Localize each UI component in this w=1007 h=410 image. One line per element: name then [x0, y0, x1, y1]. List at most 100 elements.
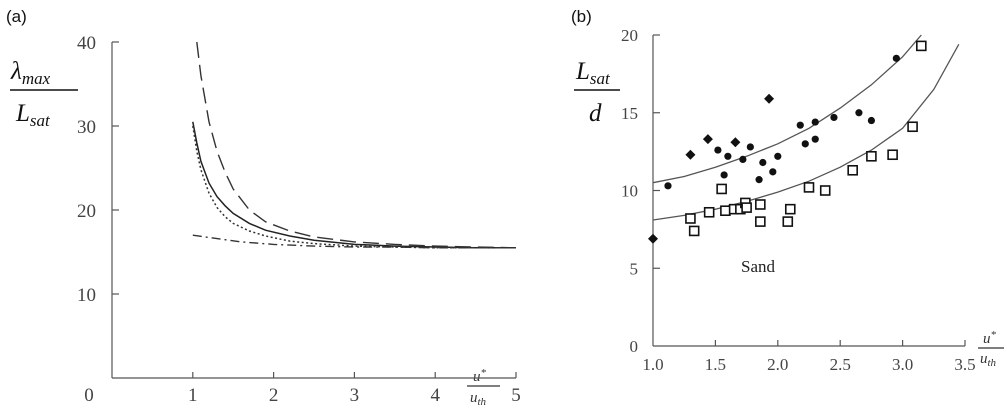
panel-b-ylabel-num-base: L — [575, 58, 590, 85]
panel-a-xlabel: u* uth — [467, 367, 500, 408]
panel-b-xtick-label: 1.5 — [705, 355, 726, 374]
panel-b-point-circle — [714, 146, 722, 154]
panel-b-point-square — [847, 164, 858, 176]
panel-a-ylabel-den-sub: sat — [30, 111, 51, 130]
panel-b-point-circle — [774, 152, 782, 160]
panel-b-point-circle — [811, 135, 819, 143]
panel-b-point-diamond — [648, 233, 658, 244]
panel-b-xlabel-den-sub: th — [988, 357, 997, 369]
panel-b-point-square — [866, 150, 877, 162]
panel-b-ytick-label: 15 — [621, 104, 638, 123]
panel-b-point-square — [907, 121, 918, 133]
panel-b-point-circle — [724, 152, 732, 160]
svg-text:Lsat: Lsat — [575, 58, 611, 88]
svg-text:Lsat: Lsat — [15, 100, 51, 130]
svg-text:uth: uth — [980, 351, 997, 369]
panel-b-point-circle — [739, 155, 747, 163]
panel-a-xtick-label: 3 — [350, 385, 360, 406]
panel-a-series-dashdot-line — [192, 234, 516, 249]
panel-b-point-circle — [796, 121, 804, 129]
panel-b-point-square — [755, 199, 766, 210]
panel-a-xlabel-den-base: u — [470, 390, 478, 406]
panel-a-xtick-label: 5 — [511, 385, 521, 406]
panel-a-series-solid-line — [192, 121, 516, 249]
panel-b-xlabel: u* uth — [978, 329, 1004, 369]
panel-b-point-square — [803, 182, 815, 193]
panel-b-ytick-label: 20 — [621, 26, 638, 45]
panel-b-point-square — [887, 149, 898, 161]
panel-a-ytick-label: 40 — [77, 33, 96, 54]
panel-a-ylabel: λmax Lsat — [10, 58, 78, 130]
panel-b-point-circle — [855, 109, 863, 117]
panel-a-xtick-label: 2 — [269, 385, 279, 406]
svg-text:λmax: λmax — [10, 58, 51, 88]
panel-b-points — [648, 40, 927, 244]
panel-b-ylabel-den-base: d — [589, 100, 602, 127]
panel-b-xlabel-num-base: u — [983, 331, 991, 347]
panel-b-xtick-label: 2.0 — [767, 355, 788, 374]
panel-a-label: (a) — [6, 7, 27, 26]
panel-a-xtick-label: 1 — [188, 385, 198, 406]
panel-b-point-circle — [755, 176, 763, 184]
panel-b-point-diamond — [702, 134, 713, 145]
panel-b-xtick-label: 1.0 — [642, 355, 663, 374]
panel-b-point-circle — [811, 118, 819, 126]
panel-b-ytick-label: 0 — [630, 337, 639, 356]
panel-a-ylabel-num-sub: max — [22, 69, 51, 88]
panel-a-ytick-label: 20 — [77, 201, 96, 222]
panel-b-point-square — [755, 216, 766, 227]
panel-b-point-square — [741, 202, 752, 213]
panel-a-xlabel-num-base: u — [473, 369, 481, 385]
panel-b-point-circle — [867, 116, 876, 125]
panel-b-xlabel-num-sup: * — [991, 329, 997, 341]
panel-b-xlabel-den-base: u — [980, 351, 988, 367]
panel-b-point-square — [916, 40, 927, 52]
panel-b-xtick-label: 3.0 — [892, 355, 913, 374]
panel-a-axes — [111, 42, 516, 379]
panel-b-point-square — [716, 183, 727, 195]
panel-b-label: (b) — [571, 7, 592, 26]
panel-b-point-square — [685, 213, 696, 224]
panel-a-series-dashed-line — [196, 41, 517, 249]
svg-text:u*: u* — [983, 329, 997, 347]
panel-a-ytick-label: 30 — [77, 117, 96, 138]
panel-b-point-circle — [664, 182, 672, 190]
panel-b-point-circle — [892, 54, 900, 62]
panel-b-point-circle — [759, 158, 767, 167]
panel-b-point-square — [703, 206, 715, 218]
panel-b-point-circle — [801, 140, 809, 148]
panel-b-point-circle — [830, 113, 838, 122]
panel-b-xtick-label: 3.5 — [954, 355, 975, 374]
panel-a-xtick-label: 0 — [84, 385, 94, 406]
panel-a-ylabel-num-base: λ — [10, 58, 22, 85]
panel-a-ticks: 0 1 2 3 4 5 10 20 30 40 — [77, 33, 521, 406]
panel-b-point-square — [688, 225, 700, 237]
panel-a-xlabel-num-sup: * — [481, 367, 487, 379]
panel-a-ylabel-den-base: L — [15, 100, 30, 127]
panel-a-series-dotted-line — [192, 125, 516, 249]
panel-b-fit-line-2 — [652, 43, 960, 221]
panel-b-ytick-label: 5 — [630, 259, 639, 278]
panel-b-ticks: 1.0 1.5 2.0 2.5 3.0 3.5 0 5 10 15 20 — [621, 26, 976, 374]
panel-b-annotation-sand: Sand — [741, 257, 776, 276]
panel-b-point-circle — [720, 171, 728, 179]
panel-b-point-square — [720, 205, 731, 217]
panel-b-point-diamond — [685, 149, 696, 160]
svg-text:u*: u* — [473, 367, 487, 385]
panel-b-point-diamond — [764, 93, 775, 104]
panel-b-ytick-label: 10 — [621, 182, 638, 201]
panel-b-ylabel: Lsat d — [574, 58, 620, 127]
panel-b-point-square — [784, 203, 796, 215]
panel-b-point-circle — [769, 168, 777, 176]
panel-b: (b) Lsat d u* uth Sand 1.0 1.5 2.0 2.5 3.0 3.… — [571, 7, 1004, 374]
panel-b-fit-line-1 — [652, 34, 922, 184]
panel-a-xtick-label: 4 — [430, 385, 440, 406]
panel-b-point-square — [782, 216, 794, 227]
panel-b-point-diamond — [730, 137, 741, 148]
svg-text:uth: uth — [470, 390, 487, 408]
panel-a-xlabel-den-sub: th — [478, 396, 487, 408]
panel-b-xtick-label: 2.5 — [830, 355, 851, 374]
panel-b-ylabel-num-sub: sat — [590, 69, 611, 88]
